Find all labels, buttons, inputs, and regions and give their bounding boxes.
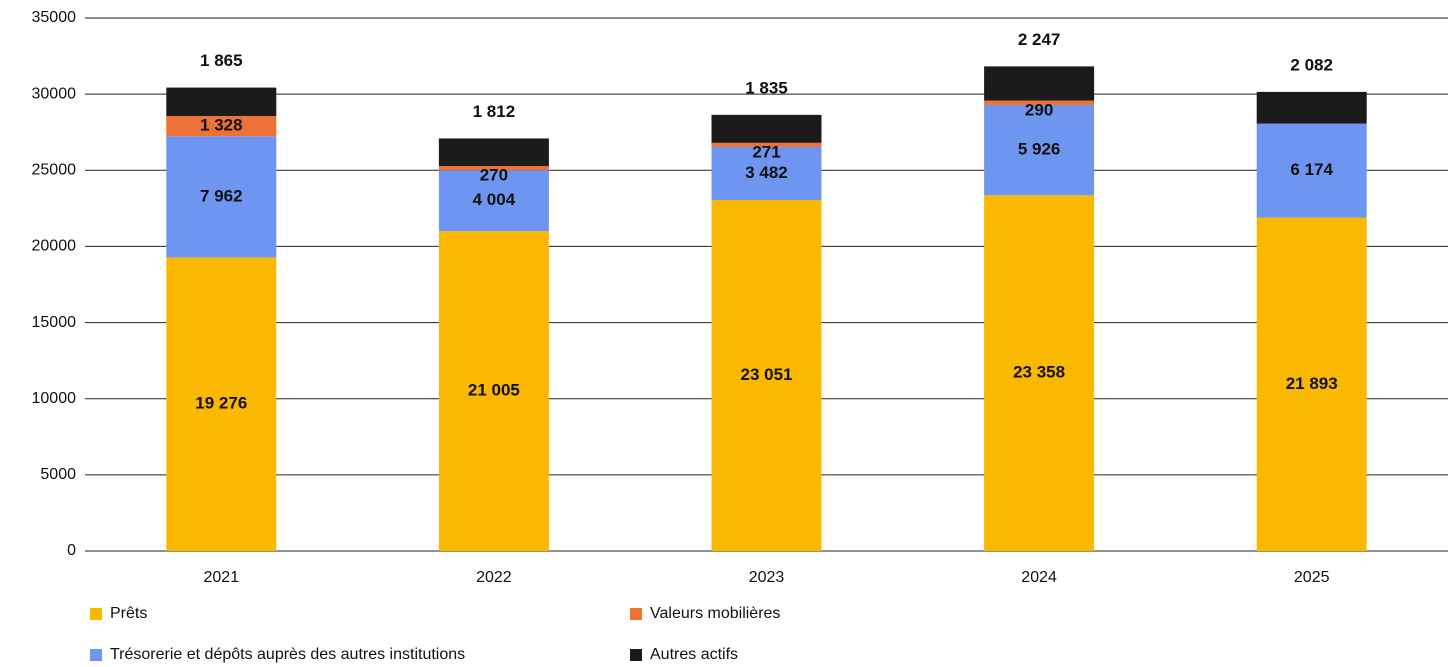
legend-label: Valeurs mobilières (650, 605, 780, 622)
y-tick-label: 25000 (32, 162, 77, 179)
y-tick-label: 15000 (32, 314, 77, 331)
value-label: 2 082 (1290, 55, 1333, 74)
bar-segment (438, 170, 549, 232)
bar-segment (1256, 91, 1367, 124)
bar-segment (438, 138, 549, 167)
legend-swatch (90, 608, 102, 620)
value-label: 2 247 (1018, 30, 1061, 49)
value-label: 5 926 (1018, 140, 1061, 159)
value-label: 6 174 (1290, 160, 1333, 179)
y-tick-label: 0 (67, 542, 76, 559)
bar-segment (711, 142, 822, 147)
value-label: 7 962 (200, 186, 243, 205)
value-label: 1 835 (745, 78, 788, 97)
value-label: 290 (1025, 101, 1053, 120)
y-tick-label: 5000 (40, 466, 76, 483)
value-label: 1 865 (200, 51, 243, 70)
value-label: 1 328 (200, 116, 243, 135)
legend-swatch (630, 608, 642, 620)
bar-segment (438, 231, 549, 552)
value-label: 4 004 (473, 190, 516, 209)
x-tick-label: 2025 (1294, 569, 1330, 586)
bar-segment (166, 136, 277, 258)
y-tick-label: 30000 (32, 85, 77, 102)
x-tick-label: 2022 (476, 569, 512, 586)
x-tick-label: 2021 (204, 569, 240, 586)
x-tick-label: 2024 (1021, 569, 1057, 586)
bar-segment (984, 195, 1095, 552)
value-label: 21 893 (1286, 374, 1338, 393)
y-tick-label: 10000 (32, 390, 77, 407)
bar-segment (438, 166, 549, 171)
value-label: 23 358 (1013, 363, 1065, 382)
x-tick-label: 2023 (749, 569, 785, 586)
legend-label: Autres actifs (650, 646, 738, 663)
bar-segment (984, 105, 1095, 196)
bar-segment (984, 100, 1095, 106)
bar-segment (984, 66, 1095, 101)
bar-segment (166, 257, 277, 551)
value-label: 271 (752, 142, 780, 161)
value-label: 21 005 (468, 381, 520, 400)
bar-segment (711, 114, 822, 143)
value-label: 3 482 (745, 163, 788, 182)
legend-swatch (630, 649, 642, 661)
legend-label: Prêts (110, 605, 147, 622)
value-label: 1 812 (473, 102, 516, 121)
bar-segment (1256, 123, 1367, 218)
bar-segment (711, 146, 822, 200)
value-label: 19 276 (195, 394, 247, 413)
legend-swatch (90, 649, 102, 661)
legend-label: Trésorerie et dépôts auprès des autres i… (110, 646, 465, 663)
value-label: 23 051 (741, 365, 793, 384)
bar-segment (711, 199, 822, 552)
value-label: 270 (480, 166, 508, 185)
bar-segment (1256, 217, 1367, 551)
bar-segment (166, 87, 277, 116)
y-tick-label: 35000 (32, 9, 77, 26)
bar-segment (166, 115, 277, 137)
y-tick-label: 20000 (32, 238, 77, 255)
